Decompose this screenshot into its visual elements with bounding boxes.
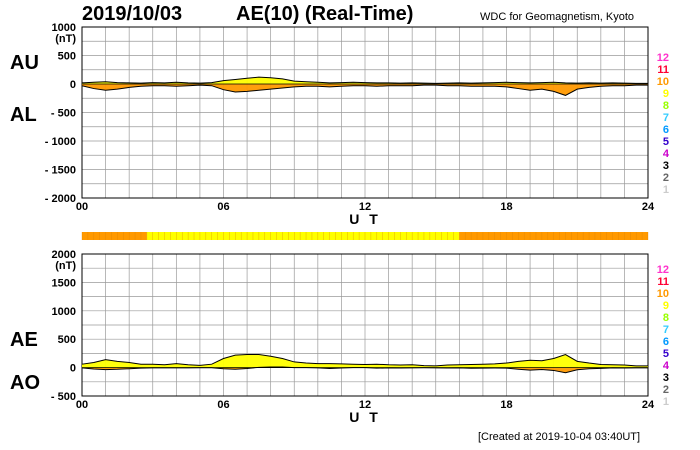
panel-1-x-tick-label: 00 <box>76 201 88 213</box>
panel-2-y-tick-label: 1000 <box>52 306 76 318</box>
panel-1-y-tick-label: - 500 <box>51 108 76 120</box>
date-label: 2019/10/03 <box>82 3 183 25</box>
al-label: AL <box>10 104 37 126</box>
panel-1-plot-frame <box>81 26 649 199</box>
panel-1-y-tick-label: - 1000 <box>45 136 76 148</box>
panel-1-level-scale-label: 2 <box>663 172 669 184</box>
panel-2-level-scale-label: 11 <box>657 276 669 288</box>
panel-1-y-unit-label: (nT) <box>55 33 76 45</box>
panel-2-level-scale-label: 10 <box>657 288 669 300</box>
panel-1-level-scale-label: 4 <box>663 148 670 160</box>
panel-2-y-tick-label: 1500 <box>52 277 76 289</box>
chart-title: AE(10) (Real-Time) <box>236 3 414 25</box>
panel-1-series-2-line <box>81 84 648 96</box>
panel-1-level-scale-label: 8 <box>663 100 669 112</box>
panel-1-level-scale-label: 5 <box>663 136 669 148</box>
panel-1-series-1-line <box>81 76 648 84</box>
panel-2-x-tick-label: 24 <box>642 399 655 411</box>
panel-2-level-scale-label: 7 <box>663 324 669 336</box>
panel-1-y-tick-label: 0 <box>70 79 76 91</box>
panel-1-level-scale-label: 11 <box>657 64 669 76</box>
panel-2-level-scale-label: 6 <box>663 336 669 348</box>
panel-2-level-scale-label: 2 <box>663 384 669 396</box>
panel-1-level-scale-label: 1 <box>663 184 669 196</box>
panel-2-x-tick-label: 06 <box>217 399 229 411</box>
panel-1-y-tick-label: 500 <box>58 51 76 63</box>
ae-label: AE <box>10 329 38 351</box>
panel-1-y-tick-label: 1000 <box>52 22 76 34</box>
panel-1-x-tick-label: 18 <box>500 201 512 213</box>
panel-1-level-scale-label: 6 <box>663 124 669 136</box>
panel-2-level-scale-label: 3 <box>663 372 669 384</box>
panel-1-x-tick-label: 24 <box>642 201 655 213</box>
panel-1-x-tick-label: 06 <box>217 201 229 213</box>
panel-2-x-tick-label: 12 <box>359 399 371 411</box>
panel-1-level-scale-label: 12 <box>657 52 669 64</box>
panel-1-x-axis-label: U T <box>349 211 381 227</box>
panel-2-series-1-area <box>82 354 648 368</box>
ao-label: AO <box>10 372 40 394</box>
panel-2-y-tick-label: 2000 <box>52 249 76 261</box>
panel-2-level-scale-label: 1 <box>663 396 669 408</box>
panel-2-level-scale-label: 8 <box>663 312 669 324</box>
panel-2-plot-frame <box>81 253 649 397</box>
panel-2-x-tick-label: 18 <box>500 399 512 411</box>
panel-2-y-tick-label: 500 <box>58 334 76 346</box>
panel-2-y-tick-label: - 500 <box>51 391 76 403</box>
panel-2-level-scale-label: 9 <box>663 300 669 312</box>
au-label: AU <box>10 52 39 74</box>
panel-2-level-scale-label: 5 <box>663 348 669 360</box>
panel-1-y-tick-label: - 1500 <box>45 165 76 177</box>
panel-2-y-tick-label: 0 <box>70 363 76 375</box>
panel-1-level-scale-label: 7 <box>663 112 669 124</box>
source-label: WDC for Geomagnetism, Kyoto <box>480 11 635 23</box>
panel-2-y-unit-label: (nT) <box>55 260 76 272</box>
panel-1-y-tick-label: - 2000 <box>45 193 76 205</box>
created-timestamp: [Created at 2019-10-04 03:40UT] <box>478 431 641 443</box>
panel-2-series-1-line <box>81 353 648 367</box>
panel-1-level-scale-label: 9 <box>663 88 669 100</box>
panel-2-level-scale-label: 12 <box>657 264 669 276</box>
activity-bar-segment <box>82 232 147 240</box>
panel-1-level-scale-label: 10 <box>657 76 669 88</box>
panel-2-x-axis-label: U T <box>349 409 381 425</box>
panel-2-x-tick-label: 00 <box>76 399 88 411</box>
panel-1-x-tick-label: 12 <box>359 201 371 213</box>
panel-1-level-scale-label: 3 <box>663 160 669 172</box>
panel-2-level-scale-label: 4 <box>663 360 670 372</box>
activity-bar-segment <box>146 232 460 240</box>
